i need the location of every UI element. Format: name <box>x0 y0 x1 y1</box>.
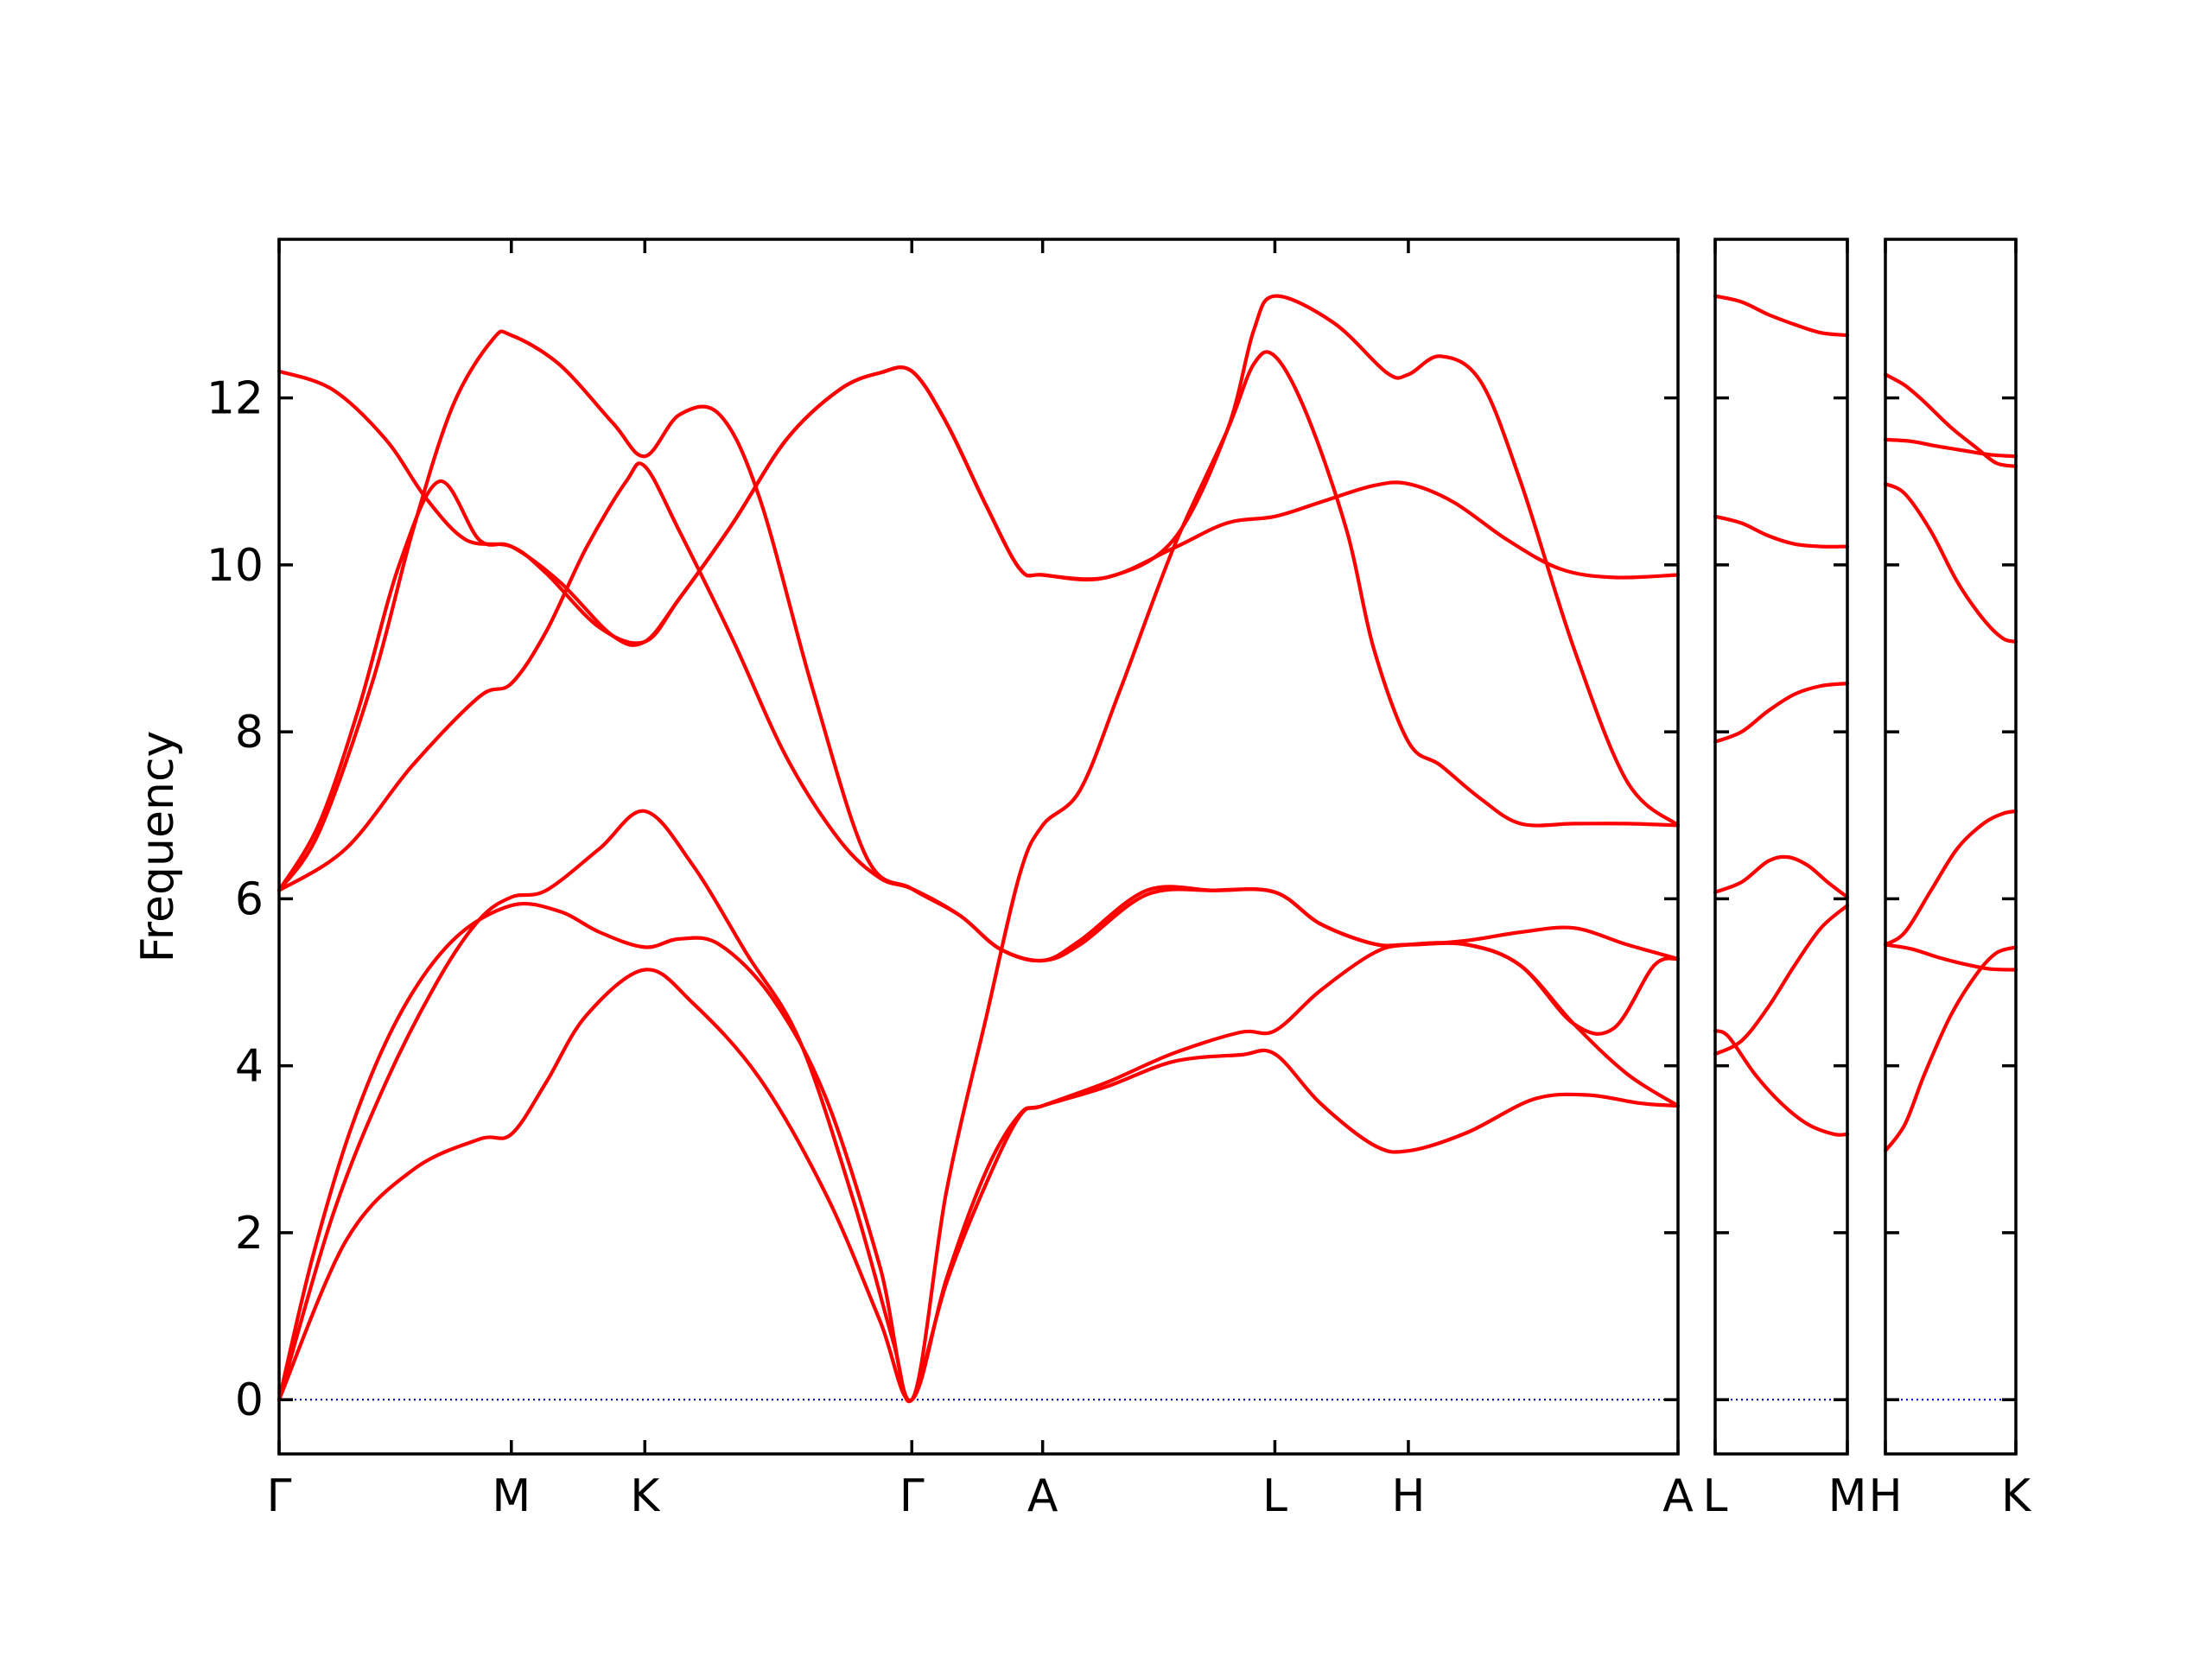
x-tick-label: A <box>1662 1470 1694 1522</box>
phonon-band-3 <box>1713 854 1850 899</box>
x-tick-label: H <box>1391 1470 1425 1522</box>
phonon-band-1 <box>1883 945 2018 1153</box>
phonon-band-6 <box>1713 294 1850 338</box>
y-tick-label: 2 <box>235 1208 264 1260</box>
phonon-band-4 <box>1883 482 2018 644</box>
phonon-band-1 <box>1713 1029 1850 1137</box>
plot-frame <box>1713 238 1849 1456</box>
x-tick-label: A <box>1027 1470 1058 1522</box>
phonon-band-7 <box>276 294 1681 828</box>
x-tick-label: Γ <box>899 1470 925 1522</box>
y-tick-label: 0 <box>235 1374 264 1426</box>
x-tick-label: M <box>1828 1470 1867 1522</box>
x-tick-label: L <box>1262 1470 1287 1522</box>
plot-frame <box>1884 238 2018 1456</box>
plot-frame <box>277 238 1680 1456</box>
x-tick-label: M <box>492 1470 531 1522</box>
y-tick-label: 6 <box>235 873 264 925</box>
phonon-band-2 <box>1713 904 1850 1057</box>
phonon-band-5 <box>1713 514 1850 549</box>
phonon-band-4 <box>1713 682 1850 744</box>
x-tick-label: Γ <box>267 1470 292 1522</box>
phonon-band-4 <box>276 461 1681 963</box>
phonon-band-2 <box>276 350 1681 1403</box>
y-tick-label: 8 <box>235 707 264 759</box>
x-tick-label: L <box>1703 1470 1728 1522</box>
x-tick-label: H <box>1868 1470 1902 1522</box>
y-tick-label: 4 <box>235 1041 264 1093</box>
y-tick-label: 10 <box>207 540 264 592</box>
phonon-band-6 <box>276 365 1681 892</box>
phonon-band-1 <box>276 968 1681 1402</box>
phonon-band-3 <box>276 809 1681 1404</box>
phonon-band-2 <box>1883 943 2018 972</box>
x-tick-label: K <box>2001 1470 2032 1522</box>
phonon-band-3 <box>1883 809 2018 947</box>
x-tick-label: K <box>630 1470 661 1522</box>
phonon-band-5 <box>276 329 1681 1036</box>
phonon-band-5 <box>1883 437 2018 459</box>
phonon-band-6 <box>1883 372 2018 468</box>
y-tick-label: 12 <box>207 373 264 425</box>
y-axis-label: Frequency <box>132 731 184 963</box>
